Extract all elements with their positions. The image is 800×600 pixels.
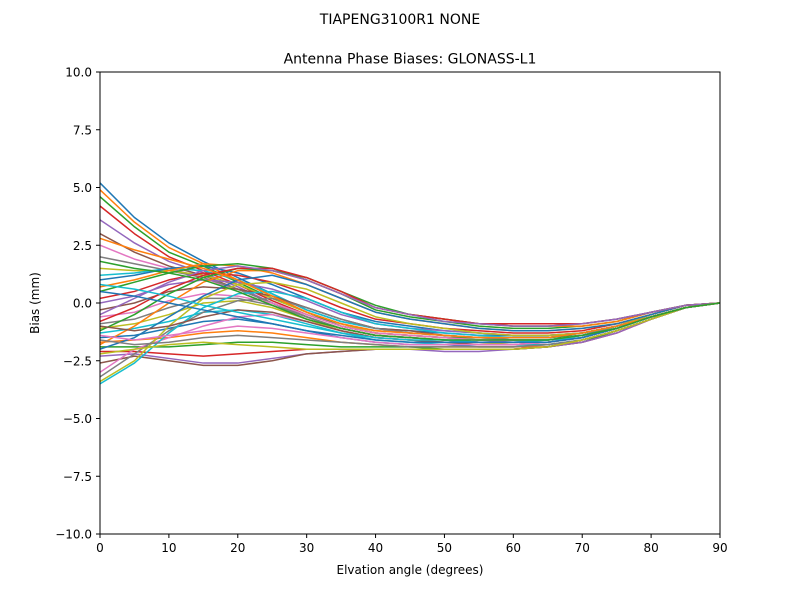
series-line-31 — [100, 274, 720, 350]
x-tick-label: 70 — [575, 541, 590, 555]
y-axis-ticks: −10.0 −7.5 −5.0 −2.5 0.0 2.5 5.0 7.5 10.0 — [55, 66, 100, 542]
chart-title: Antenna Phase Biases: GLONASS-L1 — [284, 52, 537, 68]
y-tick-label: −2.5 — [63, 354, 92, 368]
y-tick-label: 5.0 — [73, 181, 92, 195]
x-tick-label: 20 — [230, 541, 245, 555]
x-axis-label: Elvation angle (degrees) — [337, 563, 484, 577]
series-lines — [100, 182, 720, 385]
x-tick-label: 10 — [161, 541, 176, 555]
x-tick-label: 0 — [96, 541, 104, 555]
y-tick-label: 0.0 — [73, 297, 92, 311]
series-line-35 — [100, 265, 720, 327]
series-line-42 — [100, 237, 720, 339]
y-tick-label: −5.0 — [63, 412, 92, 426]
x-tick-label: 90 — [712, 541, 727, 555]
figure-suptitle: TIAPENG3100R1 NONE — [319, 12, 480, 28]
x-axis-ticks: 0 10 20 30 40 50 60 70 80 90 — [96, 534, 728, 555]
x-tick-label: 50 — [437, 541, 452, 555]
y-tick-label: −7.5 — [63, 470, 92, 484]
y-tick-label: 7.5 — [73, 123, 92, 137]
y-tick-label: 10.0 — [65, 66, 92, 80]
x-tick-label: 30 — [299, 541, 314, 555]
x-tick-label: 80 — [643, 541, 658, 555]
series-line-39 — [100, 302, 720, 355]
x-tick-label: 40 — [368, 541, 383, 555]
y-tick-label: −10.0 — [55, 528, 92, 542]
x-tick-label: 60 — [506, 541, 521, 555]
series-line-43 — [100, 260, 720, 341]
y-axis-label: Bias (mm) — [28, 272, 42, 334]
y-tick-label: 2.5 — [73, 239, 92, 253]
